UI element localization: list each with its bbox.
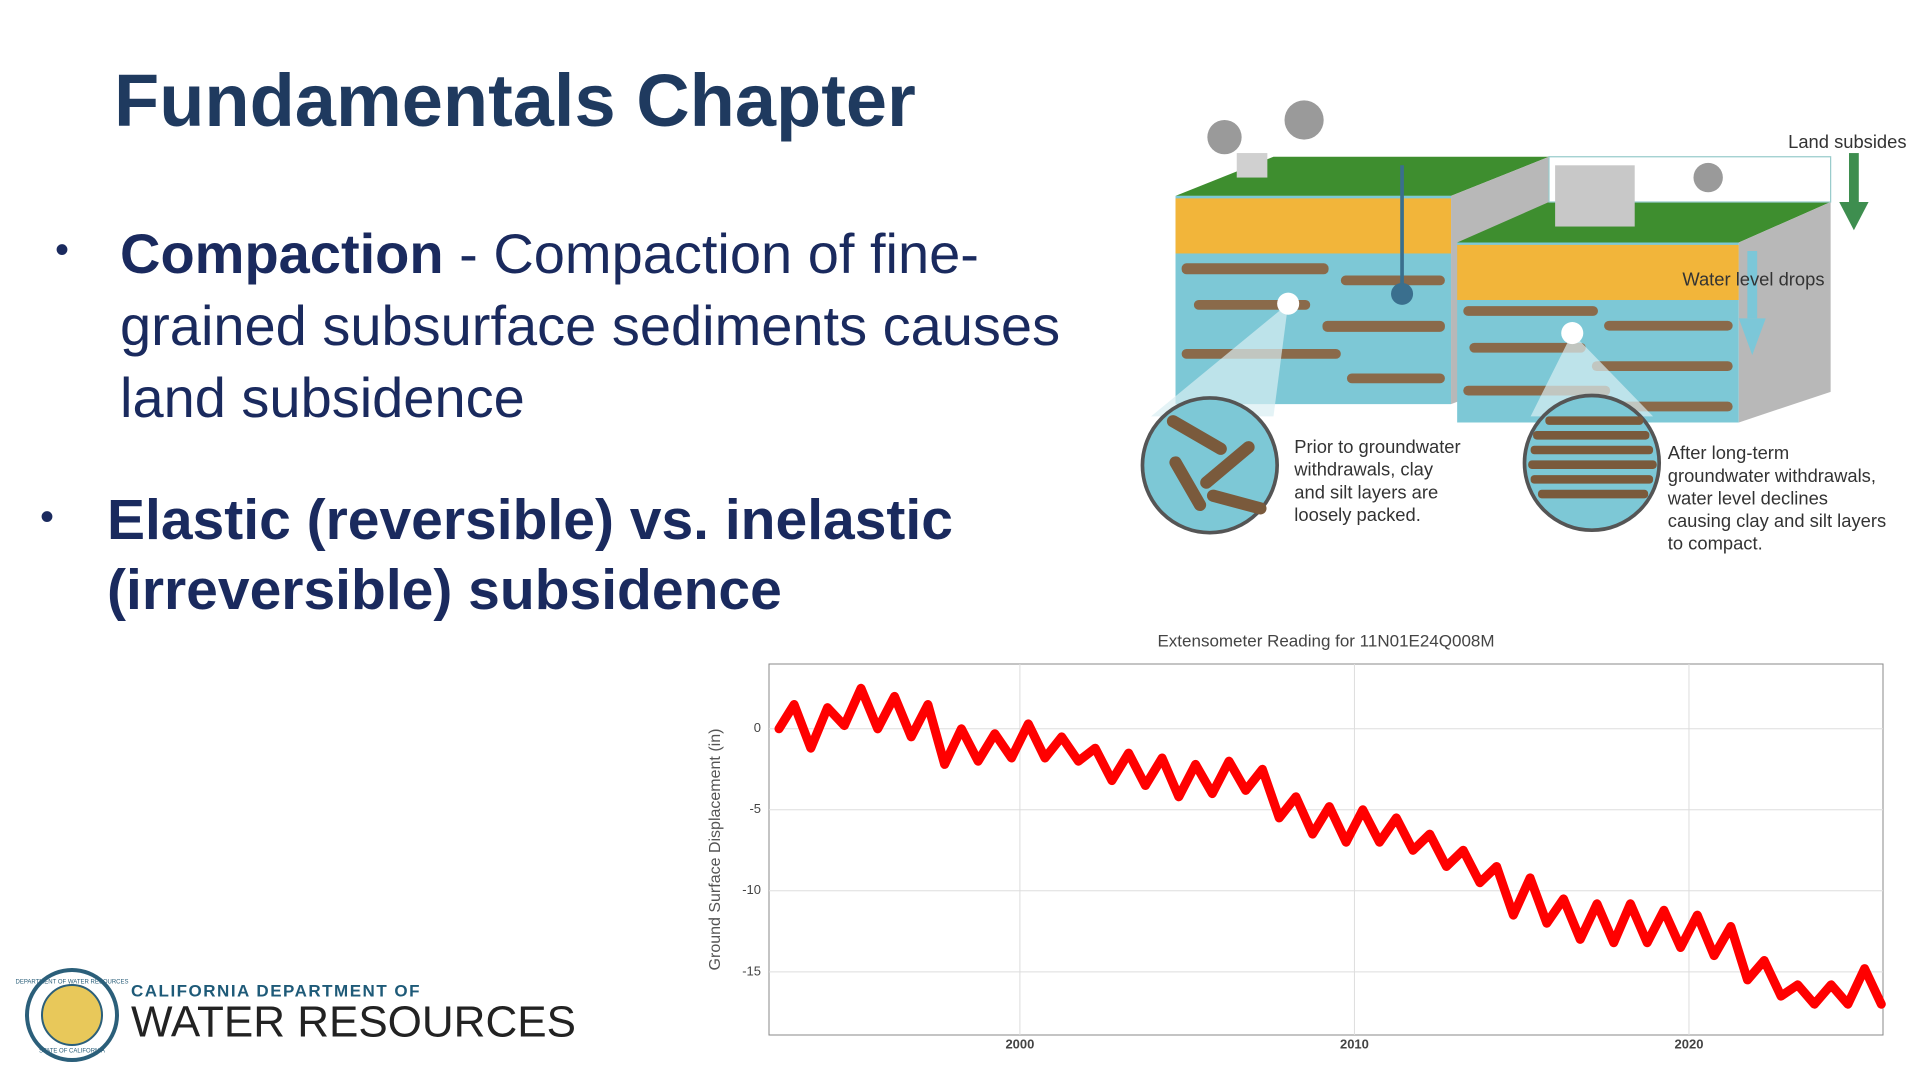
x-tick-label: 2010 — [1340, 1036, 1369, 1051]
caption-line: withdrawals, clay — [1293, 459, 1434, 480]
caption-line: loosely packed. — [1294, 504, 1421, 525]
caption-line: groundwater withdrawals, — [1668, 465, 1876, 486]
y-tick-label: -10 — [742, 882, 761, 897]
seal-text: STATE OF CALIFORNIA — [39, 1049, 105, 1055]
logo: DEPARTMENT OF WATER RESOURCES STATE OF C… — [15, 968, 576, 1062]
line-chart: Extensometer Reading for 11N01E24Q008M Gr… — [707, 631, 1886, 1051]
caption-line: causing clay and silt layers — [1668, 510, 1886, 531]
x-tick-label: 2000 — [1005, 1036, 1034, 1051]
water-label: Water level drops — [1682, 268, 1824, 289]
bullet-dot: • — [55, 228, 70, 272]
caption-line: Prior to groundwater — [1294, 436, 1460, 457]
subsidence-diagram: Land subsides Water level drops Prior to… — [1140, 100, 1907, 554]
bullet-text: - Compaction of fine-grained subsurface … — [120, 222, 1061, 429]
bullet-term: Compaction — [120, 222, 444, 285]
y-axis-title: Ground Surface Displacement (in) — [707, 729, 724, 971]
x-tick-label: 2020 — [1675, 1036, 1704, 1051]
bullet: Elastic (reversible) vs. inelastic (irre… — [107, 488, 953, 622]
chart-title: Extensometer Reading for 11N01E24Q008M — [1157, 631, 1494, 650]
data-line — [774, 683, 1886, 1009]
caption-line: and silt layers are — [1294, 481, 1438, 502]
bullet-dot: • — [40, 495, 55, 539]
land-label: Land subsides — [1788, 131, 1906, 152]
y-tick-label: -15 — [742, 963, 761, 978]
y-tick-label: -5 — [749, 801, 761, 816]
plot-area — [768, 663, 1884, 1036]
slide-title: Fundamentals Chapter — [114, 59, 916, 142]
caption-line: After long-term — [1668, 442, 1789, 463]
caption-line: water level declines — [1667, 487, 1828, 508]
logo-line2: WATER RESOURCES — [131, 998, 576, 1047]
bullet: Compaction - Compaction of fine-grained … — [120, 218, 1120, 434]
logo-line1: CALIFORNIA DEPARTMENT OF — [131, 981, 421, 1000]
caption-line: to compact. — [1668, 533, 1763, 554]
seal-text: DEPARTMENT OF WATER RESOURCES — [15, 980, 128, 986]
y-tick-label: 0 — [754, 720, 761, 735]
